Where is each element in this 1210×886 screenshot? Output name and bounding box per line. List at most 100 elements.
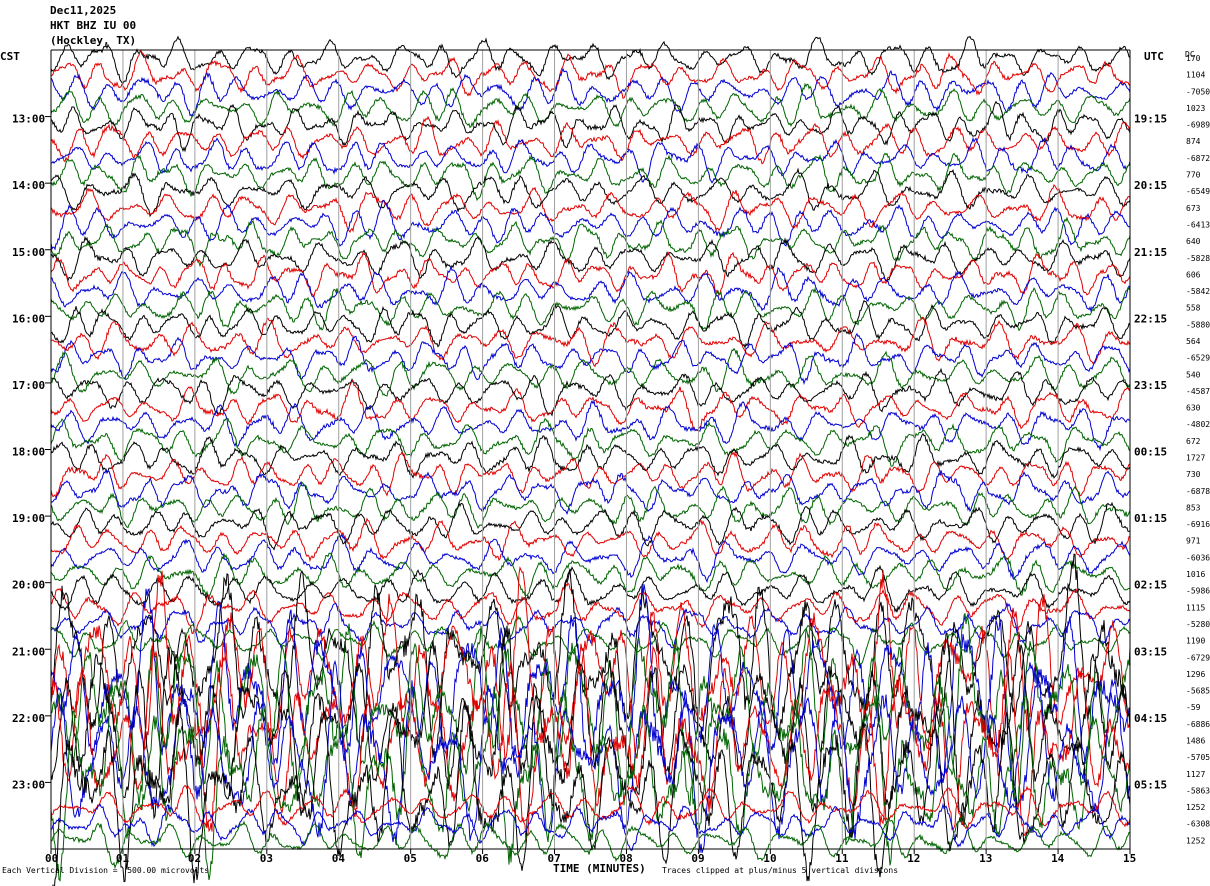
dc-offset-label: 564: [1186, 337, 1201, 346]
clip-note: Traces clipped at plus/minus 5 vertical …: [662, 866, 899, 875]
dc-offset-label: 1252: [1186, 836, 1205, 845]
dc-offset-label: 1023: [1186, 104, 1205, 113]
dc-offset-label: 853: [1186, 503, 1201, 512]
cst-time-label: 17:00: [12, 379, 45, 392]
trace-46: [50, 802, 1131, 851]
x-tick-label: 12: [907, 852, 920, 865]
cst-time-label: 15:00: [12, 246, 45, 259]
cst-time-label: 16:00: [12, 312, 45, 325]
trace-11: [50, 216, 1131, 268]
dc-offset-label: 1016: [1186, 570, 1205, 579]
trace-28: [50, 501, 1130, 551]
dc-offset-label: 770: [1186, 171, 1201, 180]
dc-offset-label: -6878: [1186, 487, 1210, 496]
cst-time-label: 18:00: [12, 446, 45, 459]
dc-offset-label: -59: [1186, 703, 1201, 712]
trace-31: [50, 552, 1131, 598]
x-tick-label: 13: [979, 852, 992, 865]
utc-time-label: 05:15: [1134, 778, 1167, 791]
cst-label: CST: [0, 50, 20, 63]
utc-time-label: 21:15: [1134, 246, 1167, 259]
trace-29: [50, 517, 1131, 563]
dc-offset-label: -6916: [1186, 520, 1210, 529]
dc-offset-label: 170: [1186, 54, 1201, 63]
scale-note: Each Vertical Division = 500.00 microvol…: [2, 866, 210, 875]
dc-offset-label: 1127: [1186, 770, 1205, 779]
utc-time-label: 02:15: [1134, 579, 1167, 592]
trace-42: [50, 659, 1131, 853]
trace-17: [51, 316, 1131, 368]
x-axis-title: TIME (MINUTES): [553, 862, 646, 875]
trace-layer: [50, 35, 1131, 886]
dc-offset-label: -6989: [1186, 121, 1210, 130]
dc-offset-label: 1190: [1186, 637, 1205, 646]
cst-time-label: 13:00: [12, 113, 45, 126]
dc-header-label: DC: [1185, 50, 1195, 59]
dc-offset-label: 1104: [1186, 71, 1205, 80]
trace-3: [50, 82, 1131, 129]
utc-time-label: 22:15: [1134, 312, 1167, 325]
trace-26: [50, 468, 1131, 515]
utc-time-label: 20:15: [1134, 179, 1167, 192]
cst-time-label: 21:00: [12, 645, 45, 658]
dc-offset-label: -4802: [1186, 420, 1210, 429]
dc-offset-label: -5685: [1186, 687, 1210, 696]
dc-offset-label: -5880: [1186, 320, 1210, 329]
trace-9: [50, 184, 1131, 233]
trace-18: [50, 332, 1131, 386]
x-tick-label: 11: [835, 852, 849, 865]
location-label: (Hockley, TX): [50, 34, 137, 47]
dc-offset-label: 1115: [1186, 603, 1205, 612]
trace-35: [50, 614, 1131, 667]
x-tick-label: 01: [116, 852, 130, 865]
utc-time-label: 23:15: [1134, 379, 1167, 392]
dc-offset-label: 1296: [1186, 670, 1205, 679]
dc-offset-label: -5842: [1186, 287, 1210, 296]
trace-15: [50, 285, 1131, 332]
trace-1: [50, 50, 1131, 99]
trace-8: [50, 167, 1131, 218]
utc-time-label: 03:15: [1134, 645, 1167, 658]
station-header: Dec11,2025 HKT BHZ IU 00 (Hockley, TX): [50, 3, 136, 48]
dc-offset-label: -5863: [1186, 786, 1210, 795]
x-tick-label: 06: [476, 852, 490, 865]
dc-offset-label: 971: [1186, 537, 1201, 546]
utc-time-label: 01:15: [1134, 512, 1167, 525]
x-tick-label: 04: [332, 852, 346, 865]
trace-45: [50, 784, 1131, 830]
dc-offset-label: -4587: [1186, 387, 1210, 396]
utc-time-label: 04:15: [1134, 712, 1167, 725]
trace-37: [50, 565, 1131, 779]
dc-offset-label: 558: [1186, 304, 1201, 313]
dc-offset-label: -5828: [1186, 254, 1210, 263]
dc-offset-label: 630: [1186, 404, 1201, 413]
trace-24: [50, 432, 1131, 479]
dc-offset-label: -6729: [1186, 653, 1210, 662]
trace-23: [50, 418, 1131, 467]
x-tick-label: 14: [1051, 852, 1065, 865]
dc-offset-label: -6413: [1186, 221, 1210, 230]
trace-2: [50, 67, 1131, 118]
dc-offset-label: -5705: [1186, 753, 1210, 762]
x-tick-label: 00: [45, 852, 58, 865]
trace-13: [50, 251, 1131, 298]
dc-offset-label: 874: [1186, 137, 1201, 146]
station-label: HKT BHZ IU 00: [50, 19, 137, 32]
grid-layer: [45, 49, 1131, 854]
dc-offset-label: -6872: [1186, 154, 1210, 163]
x-tick-label: 03: [260, 852, 273, 865]
dc-offset-label: -6036: [1186, 553, 1210, 562]
x-tick-label: 10: [763, 852, 776, 865]
trace-41: [50, 642, 1131, 844]
dc-offset-label: 1727: [1186, 454, 1205, 463]
trace-47: [51, 815, 1131, 870]
trace-39: [50, 613, 1131, 811]
dc-offset-label: -6529: [1186, 354, 1210, 363]
dc-offset-label: 730: [1186, 470, 1201, 479]
dc-offset-label: 672: [1186, 437, 1201, 446]
trace-14: [50, 265, 1131, 313]
trace-0: [50, 35, 1131, 85]
trace-21: [50, 379, 1131, 432]
dc-offset-label: 1486: [1186, 737, 1205, 746]
